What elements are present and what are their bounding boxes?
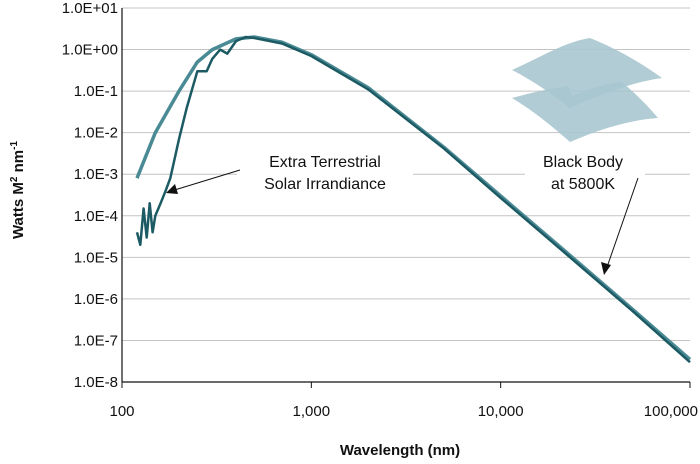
y-tick-label: 1.0E-6: [74, 291, 118, 308]
y-tick-label: 1.0E-5: [74, 249, 118, 266]
x-tick-label: 100: [109, 403, 134, 420]
layered-sheets-logo-icon: [512, 38, 662, 142]
y-tick-label: 1.0E-7: [74, 332, 118, 349]
annotation-solar-line2: Solar Irrandiance: [264, 176, 386, 193]
tick-labels: 1.0E+01 1.0E+00 1.0E-1 1.0E-2 1.0E-3 1.0E-4 1.…: [62, 0, 698, 420]
annotation-solar-bg: [237, 151, 413, 196]
axes: [121, 8, 691, 388]
y-axis-title-base: Watts M: [10, 182, 27, 239]
y-tick-label: 1.0E+00: [62, 42, 118, 59]
y-tick-label: 1.0E-4: [74, 208, 118, 225]
x-tick-label: 10,000: [478, 403, 524, 420]
y-axis-title-mid: nm: [10, 150, 27, 177]
y-tick-label: 1.0E-8: [74, 374, 118, 391]
y-axis-title-sup2: -1: [9, 141, 20, 150]
series-line-solar: [135, 35, 691, 364]
x-axis-title: Wavelength (nm): [340, 442, 460, 459]
y-axis-title: Watts M2 nm-1: [9, 141, 27, 240]
annotation-blackbody-bg: [525, 151, 645, 196]
y-tick-label: 1.0E-3: [74, 166, 118, 183]
annotation-blackbody-line2: at 5800K: [551, 176, 615, 193]
x-tick-label: 1,000: [293, 403, 331, 420]
x-tick-label: 100,000: [644, 403, 698, 420]
y-tick-label: 1.0E-2: [74, 125, 118, 142]
y-tick-label: 1.0E+01: [62, 0, 118, 17]
y-tick-label: 1.0E-1: [74, 83, 118, 100]
annotation-blackbody-arrowhead: [601, 262, 611, 275]
series-line-blackbody: [135, 35, 692, 361]
annotation-blackbody-arrow: [605, 177, 639, 271]
annotation-blackbody-line1: Black Body: [543, 154, 623, 171]
y-axis-title-sup1: 2: [9, 176, 20, 182]
annotation-solar-arrowhead: [166, 184, 178, 194]
series-layer: [135, 35, 692, 364]
annotation-solar-arrow: [167, 169, 241, 193]
annotation-solar-line1: Extra Terrestrial: [269, 154, 381, 171]
